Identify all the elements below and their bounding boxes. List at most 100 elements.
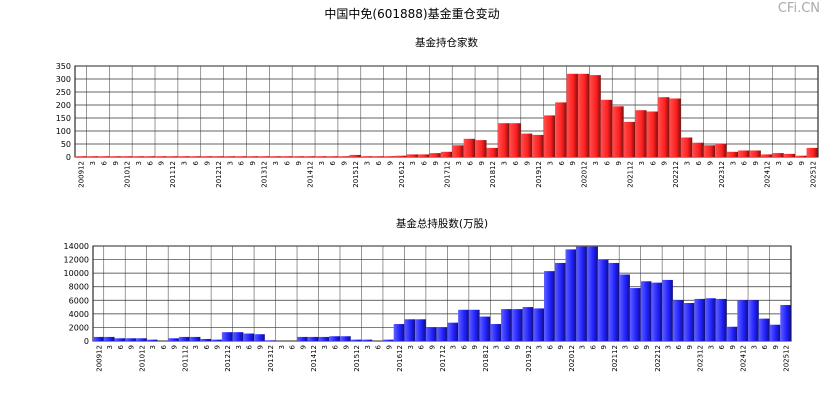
x-tick-label: 201912 bbox=[525, 345, 533, 372]
x-tick-label: 9 bbox=[171, 345, 179, 349]
x-tick-label: 3 bbox=[592, 161, 600, 165]
y-tick-label: 100 bbox=[56, 127, 71, 136]
x-tick-label: 3 bbox=[409, 161, 417, 165]
bar bbox=[132, 156, 144, 157]
bar bbox=[178, 336, 190, 341]
bar bbox=[520, 133, 533, 157]
bar bbox=[177, 156, 190, 157]
bar bbox=[326, 156, 338, 157]
bar bbox=[806, 147, 818, 157]
bar bbox=[511, 309, 523, 341]
bar bbox=[737, 300, 749, 341]
x-tick-label: 3 bbox=[455, 161, 463, 165]
x-tick-label: 9 bbox=[600, 345, 608, 349]
plot-area bbox=[74, 65, 819, 158]
bar bbox=[532, 134, 544, 157]
bar bbox=[657, 97, 670, 157]
x-tick-label: 3 bbox=[364, 345, 372, 349]
bar bbox=[694, 298, 706, 341]
bar bbox=[269, 156, 281, 157]
bar bbox=[463, 138, 476, 157]
x-tick-label: 6 bbox=[192, 160, 200, 165]
bar bbox=[623, 121, 636, 157]
x-tick-label: 9 bbox=[385, 345, 393, 349]
bar bbox=[406, 154, 418, 157]
x-tick-label: 6 bbox=[503, 344, 511, 349]
bar bbox=[458, 309, 469, 341]
x-tick-label: 201312 bbox=[261, 161, 269, 188]
x-tick-label: 3 bbox=[321, 345, 329, 349]
x-tick-label: 201012 bbox=[123, 161, 131, 188]
x-tick-label: 3 bbox=[89, 161, 97, 165]
bar bbox=[783, 153, 796, 157]
bar bbox=[146, 339, 158, 341]
bar bbox=[629, 288, 641, 341]
bar bbox=[264, 340, 276, 341]
bar bbox=[436, 327, 448, 341]
bar bbox=[425, 327, 437, 341]
x-tick-label: 3 bbox=[318, 161, 326, 165]
y-tick-label: 14000 bbox=[64, 242, 89, 251]
x-tick-label: 6 bbox=[649, 160, 657, 165]
x-tick-label: 9 bbox=[341, 161, 349, 165]
x-tick-label: 9 bbox=[249, 161, 257, 165]
x-tick-label: 202112 bbox=[626, 161, 634, 188]
x-tick-label: 9 bbox=[686, 345, 694, 349]
bar bbox=[315, 156, 327, 157]
y-tick-label: 0 bbox=[84, 337, 89, 346]
x-tick-label: 6 bbox=[203, 344, 211, 349]
bar bbox=[297, 336, 308, 341]
bar bbox=[501, 309, 512, 341]
x-tick-label: 3 bbox=[226, 161, 234, 165]
bar bbox=[280, 156, 293, 157]
bar bbox=[669, 98, 681, 157]
bar bbox=[760, 154, 773, 157]
bar bbox=[635, 110, 647, 157]
x-tick-label: 6 bbox=[512, 160, 520, 165]
bar bbox=[200, 156, 213, 157]
x-tick-label: 201812 bbox=[482, 345, 490, 372]
bar bbox=[705, 298, 716, 341]
x-tick-label: 6 bbox=[741, 160, 749, 165]
bar bbox=[155, 156, 167, 157]
x-tick-label: 202512 bbox=[809, 161, 817, 188]
x-tick-label: 9 bbox=[514, 345, 522, 349]
bar bbox=[486, 147, 498, 157]
bar bbox=[440, 151, 453, 157]
bar bbox=[543, 115, 556, 157]
bar bbox=[318, 336, 330, 341]
x-tick-label: 3 bbox=[729, 161, 737, 165]
bar bbox=[577, 73, 590, 157]
bar bbox=[429, 153, 441, 157]
y-tick-label: 6000 bbox=[69, 296, 89, 305]
x-tick-label: 9 bbox=[752, 161, 760, 165]
y-tick-label: 12000 bbox=[64, 256, 89, 265]
bar bbox=[758, 318, 770, 341]
bar bbox=[404, 319, 416, 341]
x-tick-label: 6 bbox=[146, 160, 154, 165]
x-tick-label: 9 bbox=[299, 345, 307, 349]
x-tick-label: 6 bbox=[460, 344, 468, 349]
x-tick-label: 201112 bbox=[181, 345, 189, 372]
x-tick-label: 9 bbox=[706, 161, 714, 165]
bar bbox=[257, 156, 270, 157]
x-tick-label: 201712 bbox=[439, 345, 447, 372]
bar bbox=[497, 123, 510, 157]
bar bbox=[189, 156, 201, 157]
bar bbox=[619, 274, 630, 341]
bar bbox=[589, 75, 601, 157]
bar bbox=[509, 123, 521, 157]
bar bbox=[114, 338, 126, 341]
x-tick-label: 202212 bbox=[672, 161, 680, 188]
bar bbox=[360, 156, 373, 157]
bar bbox=[125, 338, 136, 341]
bar bbox=[748, 300, 759, 341]
x-tick-label: 9 bbox=[557, 345, 565, 349]
bar bbox=[680, 137, 693, 157]
watermark: CFi.CN bbox=[778, 1, 820, 16]
x-tick-label: 201212 bbox=[224, 345, 232, 372]
bar bbox=[75, 156, 87, 157]
x-tick-label: 9 bbox=[471, 345, 479, 349]
bar bbox=[372, 156, 384, 157]
x-tick-label: 9 bbox=[428, 345, 436, 349]
